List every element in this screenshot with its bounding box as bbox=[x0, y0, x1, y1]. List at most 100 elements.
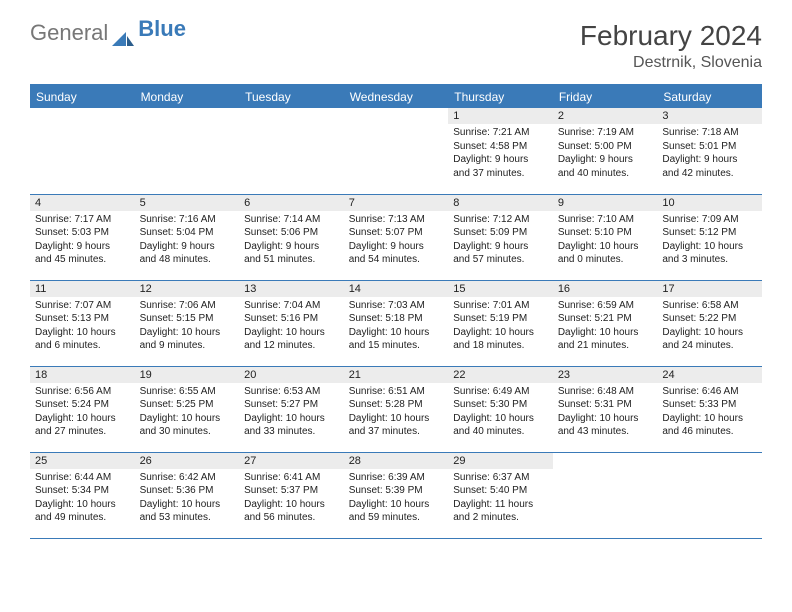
day-number: 13 bbox=[239, 281, 344, 297]
header: General Blue February 2024 Destrnik, Slo… bbox=[30, 20, 762, 72]
day-number: 7 bbox=[344, 195, 449, 211]
day-details: Sunrise: 7:17 AMSunset: 5:03 PMDaylight:… bbox=[30, 211, 135, 271]
calendar-day-cell: 13Sunrise: 7:04 AMSunset: 5:16 PMDayligh… bbox=[239, 280, 344, 366]
calendar-day-cell: 25Sunrise: 6:44 AMSunset: 5:34 PMDayligh… bbox=[30, 452, 135, 538]
day-number: 18 bbox=[30, 367, 135, 383]
calendar-day-cell bbox=[344, 108, 449, 194]
calendar-week-row: 25Sunrise: 6:44 AMSunset: 5:34 PMDayligh… bbox=[30, 452, 762, 538]
logo-sail-icon bbox=[112, 26, 134, 40]
day-number: 26 bbox=[135, 453, 240, 469]
day-details: Sunrise: 7:18 AMSunset: 5:01 PMDaylight:… bbox=[657, 124, 762, 184]
day-number: 2 bbox=[553, 108, 658, 124]
calendar-day-cell: 26Sunrise: 6:42 AMSunset: 5:36 PMDayligh… bbox=[135, 452, 240, 538]
day-number: 1 bbox=[448, 108, 553, 124]
day-number: 16 bbox=[553, 281, 658, 297]
calendar-day-cell bbox=[553, 452, 658, 538]
title-block: February 2024 Destrnik, Slovenia bbox=[580, 20, 762, 72]
calendar-day-cell: 29Sunrise: 6:37 AMSunset: 5:40 PMDayligh… bbox=[448, 452, 553, 538]
day-details: Sunrise: 7:10 AMSunset: 5:10 PMDaylight:… bbox=[553, 211, 658, 271]
day-number: 25 bbox=[30, 453, 135, 469]
day-details: Sunrise: 6:42 AMSunset: 5:36 PMDaylight:… bbox=[135, 469, 240, 529]
day-number: 14 bbox=[344, 281, 449, 297]
weekday-header: Thursday bbox=[448, 85, 553, 108]
day-details: Sunrise: 7:19 AMSunset: 5:00 PMDaylight:… bbox=[553, 124, 658, 184]
day-number: 6 bbox=[239, 195, 344, 211]
day-number: 4 bbox=[30, 195, 135, 211]
calendar-day-cell: 6Sunrise: 7:14 AMSunset: 5:06 PMDaylight… bbox=[239, 194, 344, 280]
calendar-day-cell bbox=[135, 108, 240, 194]
calendar-day-cell: 8Sunrise: 7:12 AMSunset: 5:09 PMDaylight… bbox=[448, 194, 553, 280]
calendar-table: Sunday Monday Tuesday Wednesday Thursday… bbox=[30, 84, 762, 539]
logo-text-1: General bbox=[30, 20, 108, 46]
day-number: 10 bbox=[657, 195, 762, 211]
calendar-week-row: 1Sunrise: 7:21 AMSunset: 4:58 PMDaylight… bbox=[30, 108, 762, 194]
location: Destrnik, Slovenia bbox=[580, 54, 762, 72]
day-details: Sunrise: 6:41 AMSunset: 5:37 PMDaylight:… bbox=[239, 469, 344, 529]
calendar-day-cell: 23Sunrise: 6:48 AMSunset: 5:31 PMDayligh… bbox=[553, 366, 658, 452]
calendar-day-cell: 1Sunrise: 7:21 AMSunset: 4:58 PMDaylight… bbox=[448, 108, 553, 194]
day-details: Sunrise: 7:09 AMSunset: 5:12 PMDaylight:… bbox=[657, 211, 762, 271]
day-details: Sunrise: 6:58 AMSunset: 5:22 PMDaylight:… bbox=[657, 297, 762, 357]
calendar-day-cell: 11Sunrise: 7:07 AMSunset: 5:13 PMDayligh… bbox=[30, 280, 135, 366]
day-details: Sunrise: 7:04 AMSunset: 5:16 PMDaylight:… bbox=[239, 297, 344, 357]
calendar-day-cell: 15Sunrise: 7:01 AMSunset: 5:19 PMDayligh… bbox=[448, 280, 553, 366]
day-details: Sunrise: 6:56 AMSunset: 5:24 PMDaylight:… bbox=[30, 383, 135, 443]
calendar-day-cell: 22Sunrise: 6:49 AMSunset: 5:30 PMDayligh… bbox=[448, 366, 553, 452]
day-number: 8 bbox=[448, 195, 553, 211]
day-details: Sunrise: 6:51 AMSunset: 5:28 PMDaylight:… bbox=[344, 383, 449, 443]
calendar-day-cell: 12Sunrise: 7:06 AMSunset: 5:15 PMDayligh… bbox=[135, 280, 240, 366]
day-details: Sunrise: 6:46 AMSunset: 5:33 PMDaylight:… bbox=[657, 383, 762, 443]
day-details: Sunrise: 7:21 AMSunset: 4:58 PMDaylight:… bbox=[448, 124, 553, 184]
day-number: 11 bbox=[30, 281, 135, 297]
logo: General Blue bbox=[30, 20, 186, 46]
weekday-header: Sunday bbox=[30, 85, 135, 108]
weekday-header: Friday bbox=[553, 85, 658, 108]
day-number: 3 bbox=[657, 108, 762, 124]
calendar-week-row: 18Sunrise: 6:56 AMSunset: 5:24 PMDayligh… bbox=[30, 366, 762, 452]
day-number: 17 bbox=[657, 281, 762, 297]
day-number: 29 bbox=[448, 453, 553, 469]
calendar-day-cell: 19Sunrise: 6:55 AMSunset: 5:25 PMDayligh… bbox=[135, 366, 240, 452]
month-title: February 2024 bbox=[580, 20, 762, 52]
day-details: Sunrise: 7:13 AMSunset: 5:07 PMDaylight:… bbox=[344, 211, 449, 271]
day-number: 15 bbox=[448, 281, 553, 297]
calendar-day-cell: 14Sunrise: 7:03 AMSunset: 5:18 PMDayligh… bbox=[344, 280, 449, 366]
day-details: Sunrise: 6:53 AMSunset: 5:27 PMDaylight:… bbox=[239, 383, 344, 443]
calendar-day-cell: 3Sunrise: 7:18 AMSunset: 5:01 PMDaylight… bbox=[657, 108, 762, 194]
calendar-day-cell: 2Sunrise: 7:19 AMSunset: 5:00 PMDaylight… bbox=[553, 108, 658, 194]
day-details: Sunrise: 6:55 AMSunset: 5:25 PMDaylight:… bbox=[135, 383, 240, 443]
day-number: 27 bbox=[239, 453, 344, 469]
weekday-header-row: Sunday Monday Tuesday Wednesday Thursday… bbox=[30, 85, 762, 108]
day-number: 19 bbox=[135, 367, 240, 383]
calendar-day-cell bbox=[239, 108, 344, 194]
calendar-week-row: 4Sunrise: 7:17 AMSunset: 5:03 PMDaylight… bbox=[30, 194, 762, 280]
day-details: Sunrise: 7:12 AMSunset: 5:09 PMDaylight:… bbox=[448, 211, 553, 271]
day-number: 28 bbox=[344, 453, 449, 469]
calendar-day-cell: 4Sunrise: 7:17 AMSunset: 5:03 PMDaylight… bbox=[30, 194, 135, 280]
day-details: Sunrise: 6:37 AMSunset: 5:40 PMDaylight:… bbox=[448, 469, 553, 529]
calendar-day-cell bbox=[30, 108, 135, 194]
weekday-header: Tuesday bbox=[239, 85, 344, 108]
day-details: Sunrise: 6:59 AMSunset: 5:21 PMDaylight:… bbox=[553, 297, 658, 357]
calendar-day-cell: 16Sunrise: 6:59 AMSunset: 5:21 PMDayligh… bbox=[553, 280, 658, 366]
day-details: Sunrise: 6:48 AMSunset: 5:31 PMDaylight:… bbox=[553, 383, 658, 443]
calendar-day-cell: 21Sunrise: 6:51 AMSunset: 5:28 PMDayligh… bbox=[344, 366, 449, 452]
day-number: 5 bbox=[135, 195, 240, 211]
day-number: 21 bbox=[344, 367, 449, 383]
calendar-week-row: 11Sunrise: 7:07 AMSunset: 5:13 PMDayligh… bbox=[30, 280, 762, 366]
calendar-day-cell: 18Sunrise: 6:56 AMSunset: 5:24 PMDayligh… bbox=[30, 366, 135, 452]
weekday-header: Monday bbox=[135, 85, 240, 108]
day-number: 23 bbox=[553, 367, 658, 383]
weekday-header: Saturday bbox=[657, 85, 762, 108]
calendar-day-cell: 7Sunrise: 7:13 AMSunset: 5:07 PMDaylight… bbox=[344, 194, 449, 280]
day-number: 24 bbox=[657, 367, 762, 383]
day-details: Sunrise: 7:16 AMSunset: 5:04 PMDaylight:… bbox=[135, 211, 240, 271]
calendar-day-cell: 9Sunrise: 7:10 AMSunset: 5:10 PMDaylight… bbox=[553, 194, 658, 280]
day-details: Sunrise: 7:14 AMSunset: 5:06 PMDaylight:… bbox=[239, 211, 344, 271]
day-number: 20 bbox=[239, 367, 344, 383]
day-details: Sunrise: 7:06 AMSunset: 5:15 PMDaylight:… bbox=[135, 297, 240, 357]
day-details: Sunrise: 6:39 AMSunset: 5:39 PMDaylight:… bbox=[344, 469, 449, 529]
weekday-header: Wednesday bbox=[344, 85, 449, 108]
calendar-day-cell: 24Sunrise: 6:46 AMSunset: 5:33 PMDayligh… bbox=[657, 366, 762, 452]
calendar-day-cell: 17Sunrise: 6:58 AMSunset: 5:22 PMDayligh… bbox=[657, 280, 762, 366]
